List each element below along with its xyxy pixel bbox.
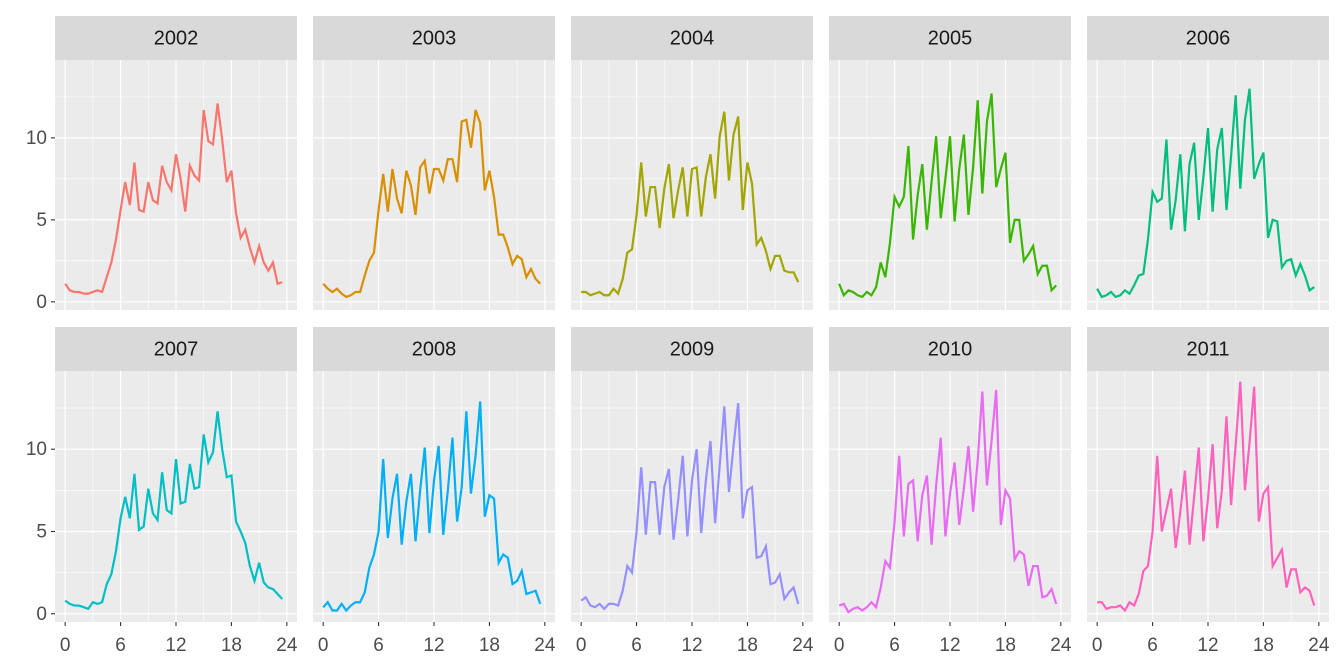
x-tick-label: 18 [1253,635,1274,656]
x-tick-label: 24 [1308,635,1330,656]
x-tick-label: 0 [318,635,329,656]
x-tick-label: 12 [939,635,960,656]
strip-background [1087,327,1329,371]
strip-background [829,327,1071,371]
y-tick-label: 10 [26,439,47,460]
strip-background [571,327,813,371]
x-tick-label: 24 [792,635,814,656]
x-tick-label: 6 [1147,635,1158,656]
strip-background [571,16,813,60]
data-line [64,103,283,295]
data-line [64,411,284,611]
data-line [580,402,800,611]
strip-label: 2007 [154,338,199,360]
x-tick-label: 12 [423,635,444,656]
strip-background [313,327,555,371]
data-line [838,389,1058,614]
strip-background [55,16,297,60]
y-tick-label: 0 [36,604,47,625]
x-tick-label: 0 [834,635,845,656]
strip-background [829,16,1071,60]
x-tick-label: 0 [60,635,71,656]
strip-label: 2003 [412,27,457,49]
data-line [581,111,800,297]
x-tick-label: 6 [373,635,384,656]
x-tick-label: 6 [631,635,642,656]
x-tick-label: 18 [995,635,1016,656]
x-tick-label: 0 [576,635,587,656]
strip-background [55,327,297,371]
data-line [838,93,1058,299]
x-tick-label: 24 [534,635,556,656]
data-line [1096,88,1315,299]
data-line [322,109,542,299]
strip-label: 2002 [154,27,199,49]
y-tick-label: 5 [36,521,47,542]
x-tick-label: 12 [1197,635,1218,656]
strip-label: 2009 [670,338,715,360]
x-tick-label: 18 [221,635,242,656]
x-tick-label: 24 [1050,635,1072,656]
data-line [1097,381,1316,613]
x-tick-label: 18 [479,635,500,656]
x-tick-label: 6 [889,635,900,656]
y-tick-label: 0 [36,292,47,313]
strip-label: 2004 [670,27,715,49]
strip-background [1087,16,1329,60]
strip-label: 2005 [928,27,973,49]
x-tick-label: 24 [276,635,298,656]
x-tick-label: 6 [115,635,126,656]
x-tick-label: 12 [681,635,702,656]
y-tick-label: 5 [36,210,47,231]
x-tick-label: 12 [165,635,186,656]
strip-label: 2006 [1186,27,1231,49]
y-tick-label: 10 [26,128,47,149]
x-tick-label: 0 [1092,635,1103,656]
data-line [322,401,542,613]
strip-label: 2010 [928,338,973,360]
strip-label: 2008 [412,338,457,360]
strip-background [313,16,555,60]
x-tick-label: 18 [737,635,758,656]
strip-label: 2011 [1186,338,1229,360]
